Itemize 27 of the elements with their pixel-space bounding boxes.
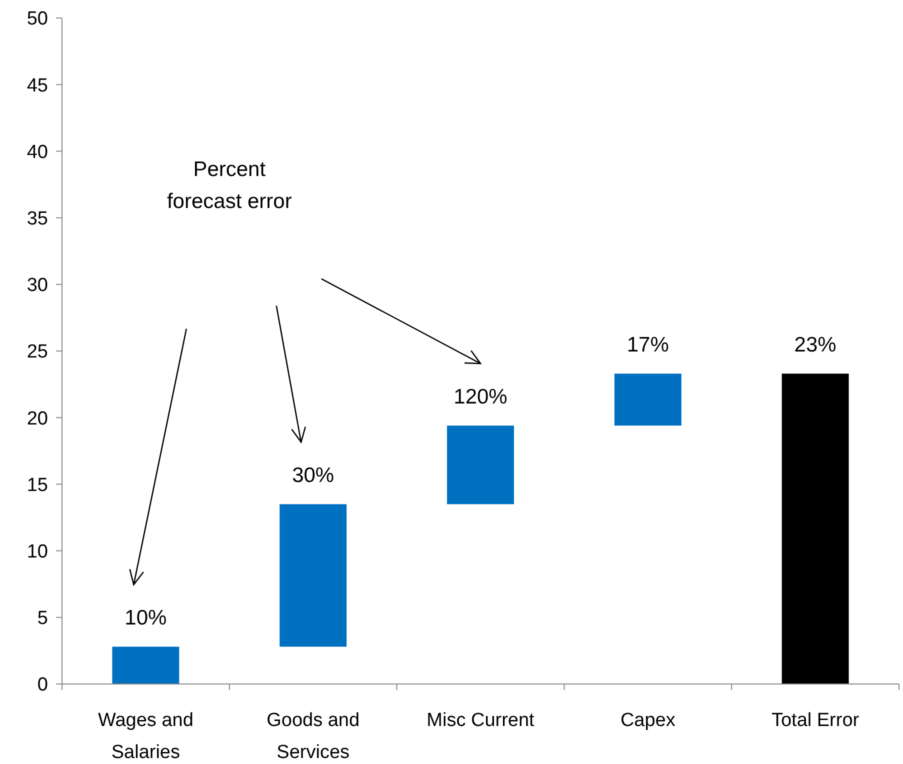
bar [112, 646, 180, 684]
annotation: Percent forecast error [166, 158, 292, 213]
y-tick-label: 10 [26, 541, 48, 562]
annotation: 10% [124, 606, 167, 630]
bar [614, 374, 682, 426]
annotation: 23% [794, 334, 836, 357]
y-tick-label: 5 [37, 608, 48, 630]
y-tick-label: 35 [26, 208, 48, 230]
x-tick-label: Capex [620, 710, 676, 731]
bar [447, 426, 514, 504]
x-tick-label: Goods and Services [266, 710, 360, 763]
annotation: 120% [454, 386, 508, 409]
y-tick-label: 25 [26, 342, 48, 363]
y-tick-label: 45 [26, 75, 48, 96]
annotation: 30% [292, 464, 334, 488]
x-tick-label: Wages and Salaries [98, 710, 194, 763]
x-tick-label: Misc Current [426, 710, 536, 731]
y-tick-label: 20 [26, 408, 48, 430]
bar [280, 504, 347, 647]
x-tick-label: Total Error [771, 710, 860, 731]
y-tick-label: 50 [26, 8, 48, 30]
y-tick-label: 0 [37, 674, 48, 696]
y-tick-label: 40 [26, 142, 48, 163]
y-tick-label: 15 [26, 474, 48, 496]
annotation: 17% [626, 334, 669, 357]
y-tick-label: 30 [26, 275, 48, 296]
bar [782, 374, 849, 684]
